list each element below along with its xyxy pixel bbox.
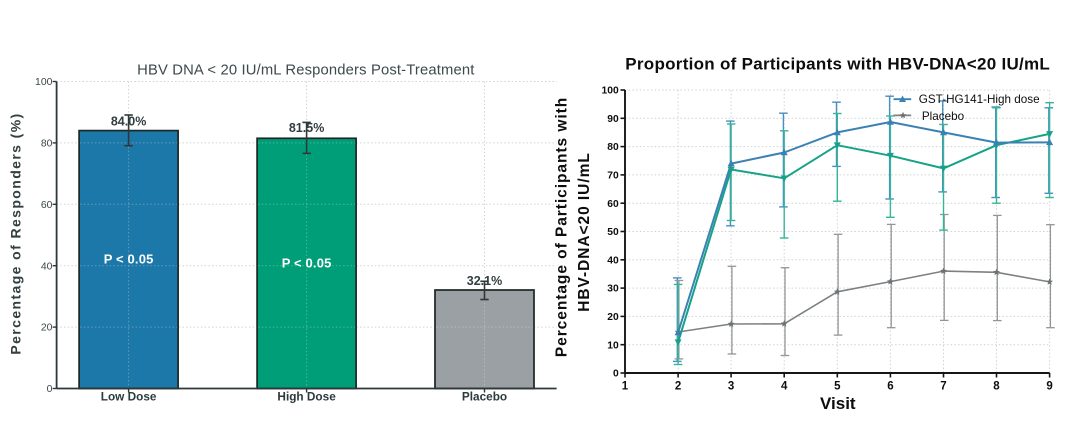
svg-text:2: 2 [675, 380, 681, 392]
svg-text:7: 7 [940, 380, 946, 392]
svg-text:Percentage of Responders (%): Percentage of Responders (%) [8, 112, 24, 354]
svg-text:6: 6 [887, 380, 893, 392]
svg-text:Proportion of Participants wit: Proportion of Participants with HBV-DNA<… [625, 55, 1050, 74]
svg-text:9: 9 [1046, 380, 1052, 392]
svg-text:Low Dose: Low Dose [101, 389, 157, 403]
svg-text:20: 20 [607, 312, 619, 323]
svg-text:High Dose: High Dose [277, 389, 336, 403]
svg-text:50: 50 [607, 227, 619, 238]
svg-text:GST-HG141-High dose: GST-HG141-High dose [919, 93, 1040, 106]
svg-text:Placebo: Placebo [462, 389, 507, 403]
svg-text:100: 100 [602, 86, 619, 97]
svg-text:100: 100 [35, 77, 53, 88]
svg-text:40: 40 [607, 255, 619, 266]
svg-text:60: 60 [607, 199, 619, 210]
svg-text:P < 0.05: P < 0.05 [104, 251, 154, 266]
svg-text:80: 80 [607, 142, 619, 153]
svg-text:0: 0 [47, 384, 53, 395]
svg-text:3: 3 [728, 380, 734, 392]
svg-text:0: 0 [613, 369, 619, 380]
svg-text:HBV DNA < 20 IU/mL Responders: HBV DNA < 20 IU/mL Responders Post-Treat… [137, 63, 474, 79]
svg-text:20: 20 [41, 323, 53, 334]
svg-text:8: 8 [993, 380, 1000, 392]
svg-text:Visit: Visit [820, 394, 856, 413]
svg-text:1: 1 [622, 380, 629, 392]
svg-text:4: 4 [781, 380, 788, 392]
svg-text:40: 40 [41, 261, 53, 272]
svg-text:90: 90 [607, 114, 619, 125]
svg-text:70: 70 [607, 171, 619, 182]
svg-text:60: 60 [41, 200, 53, 211]
svg-text:HBV-DNA<20 IU/mL: HBV-DNA<20 IU/mL [576, 152, 593, 311]
svg-text:Percentage of Participants wit: Percentage of Participants with [554, 97, 571, 357]
svg-text:80: 80 [41, 139, 53, 150]
svg-text:P < 0.05: P < 0.05 [282, 256, 332, 271]
svg-text:30: 30 [607, 284, 619, 295]
svg-text:Placebo: Placebo [922, 110, 965, 123]
svg-text:5: 5 [834, 380, 841, 392]
svg-text:10: 10 [607, 340, 619, 351]
